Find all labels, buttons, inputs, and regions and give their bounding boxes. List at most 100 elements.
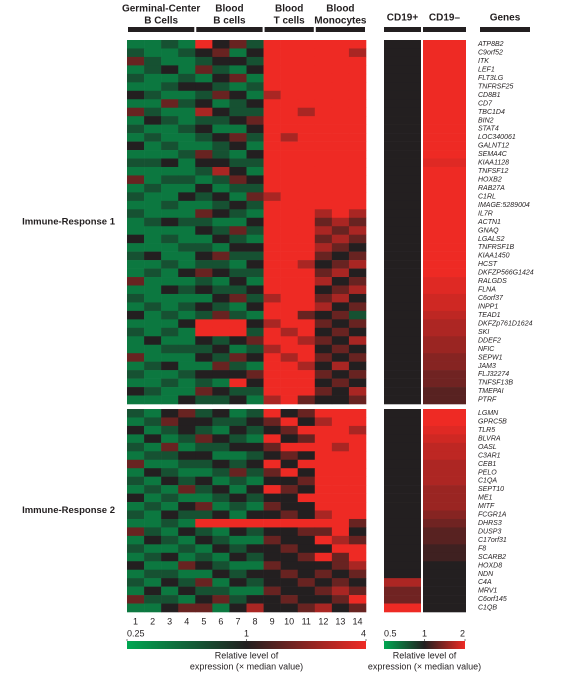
heatmap-cell [212,527,230,537]
heatmap-cell [212,595,230,604]
heatmap-cell [229,417,247,427]
heatmap-cell [297,141,316,151]
heatmap-cell [195,226,213,235]
heatmap-cell [280,603,299,613]
heatmap-cell [280,217,299,227]
heatmap-cell [297,260,316,269]
heatmap-cell [348,409,367,418]
heatmap-cell [161,183,179,193]
heatmap-cell [348,268,367,278]
heatmap-cell [144,595,162,604]
heatmap-cell [331,302,350,312]
heatmap-cell [195,485,213,494]
cd19-cell [423,200,466,210]
heatmap-cell [280,175,299,185]
heatmap-cell [246,569,264,579]
heatmap-cell [212,116,230,125]
heatmap-cell [229,552,247,562]
heatmap-cell [280,90,299,100]
heatmap-cell [178,200,196,210]
heatmap-cell [246,150,264,159]
heatmap-cell [127,361,145,371]
cd19-cell [423,116,466,125]
gene-label: C3AR1 [478,452,501,459]
cd19-cell [423,217,466,227]
heatmap-cell [331,56,350,66]
gene-label: F8 [478,545,486,552]
cd19-cell [384,73,421,83]
heatmap-cell [331,493,350,503]
heatmap-cell [348,603,367,613]
heatmap-cell [331,485,350,494]
heatmap-cell [246,370,264,379]
gene-label: CEB1 [478,461,496,468]
heatmap-cell [246,251,264,261]
heatmap-cell [161,586,179,596]
heatmap-cell [229,285,247,295]
heatmap-cell [127,425,145,435]
heatmap-cell [314,603,333,613]
heatmap-cell [161,141,179,151]
heatmap-cell [212,268,230,278]
heatmap-cell [212,285,230,295]
heatmap-cell [314,107,333,117]
column-number: 14 [352,616,362,626]
heatmap-cell [229,336,247,346]
heatmap-cell [297,99,316,109]
cd19-cell [384,217,421,227]
cd19-cell [423,370,466,379]
cd19-cell [423,99,466,109]
heatmap-cell [280,302,299,312]
heatmap-cell [314,82,333,92]
heatmap-cell [280,434,299,444]
heatmap-cell [178,569,196,579]
heatmap-cell [348,243,367,252]
heatmap-cell [331,395,350,405]
gene-label: PTRF [478,397,497,404]
cd19-cell [384,552,421,562]
heatmap-cell [331,166,350,176]
heatmap-cell [314,336,333,346]
heatmap-cell [331,409,350,418]
gene-label: C1QA [478,478,497,485]
heatmap-cell [195,387,213,396]
heatmap-cell [127,344,145,354]
heatmap-cell [178,434,196,444]
cd19-colorbar [384,641,465,649]
heatmap-cell [280,378,299,388]
heatmap-cell [348,502,367,511]
heatmap-cell [246,485,264,494]
heatmap-cell [212,226,230,235]
heatmap-cell [229,65,247,75]
gene-label: FLNA [478,287,496,294]
heatmap-cell [161,476,179,486]
heatmap-cell [161,468,179,477]
heatmap-cell [331,175,350,185]
heatmap-cell [144,378,162,388]
cd19-cell [423,133,466,142]
heatmap-cell [263,603,281,613]
heatmap-cell [195,370,213,379]
heatmap-cell [297,302,316,312]
heatmap-cell [161,502,179,511]
heatmap-cell [246,226,264,235]
gene-label: FCGR1A [478,512,507,519]
heatmap-cell [280,183,299,193]
heatmap-cell [127,133,145,142]
heatmap-cell [144,493,162,503]
heatmap-cell [144,251,162,261]
heatmap-cell [212,535,230,545]
column-group-label: B Cells [144,16,178,27]
heatmap-cell [161,518,179,528]
heatmap-cell [314,277,333,286]
heatmap-cell [144,48,162,58]
heatmap-cell [314,561,333,571]
heatmap-cell [246,603,264,613]
heatmap-cell [229,90,247,100]
heatmap-cell [229,133,247,142]
heatmap-cell [178,442,196,452]
heatmap-cell [161,361,179,371]
heatmap-cell [195,158,213,168]
heatmap-cell [161,166,179,176]
heatmap-cell [229,527,247,537]
